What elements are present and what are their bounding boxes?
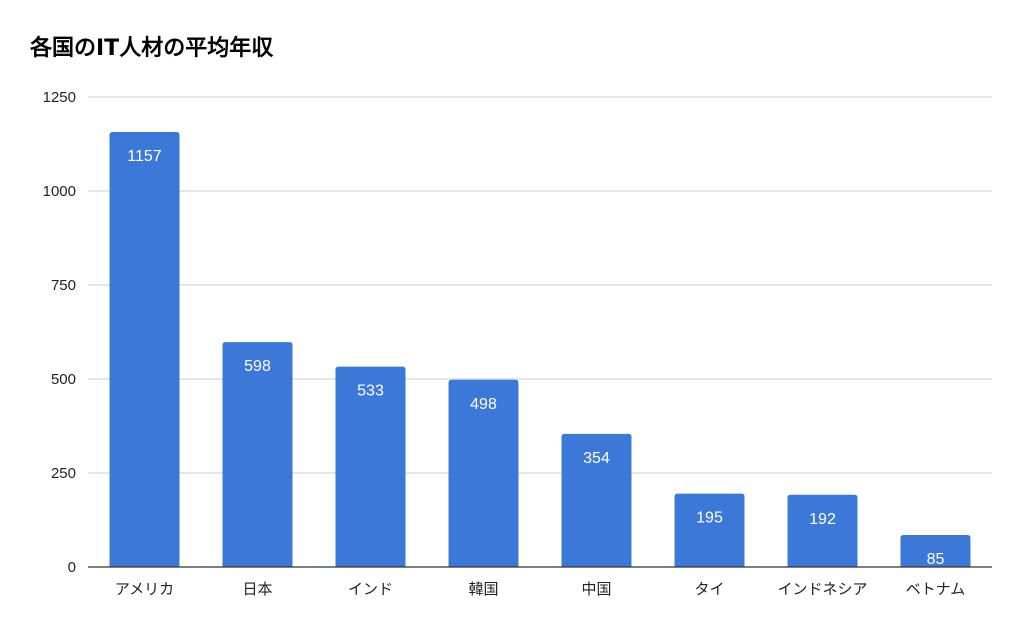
y-tick-label: 250: [51, 465, 76, 482]
y-tick-label: 1250: [43, 89, 76, 106]
x-category-label: 中国: [581, 580, 611, 598]
bar-1: [109, 131, 180, 567]
x-category-label: タイ: [694, 580, 724, 598]
y-tick-label: 1000: [43, 183, 76, 200]
x-category-label: アメリカ: [115, 580, 174, 598]
bar-value-label: 85: [927, 551, 945, 568]
bar-value-label: 354: [583, 450, 610, 467]
bar-7: [787, 494, 858, 567]
bar-2: [222, 342, 293, 567]
y-tick-label: 500: [51, 371, 76, 388]
x-axis-categories: アメリカ 日本 インド 韓国 中国 タイ インドネシア ベトナム: [115, 580, 965, 598]
x-category-label: ベトナム: [906, 580, 966, 598]
x-category-label: 韓国: [468, 580, 498, 598]
bar-value-label: 1157: [127, 148, 162, 165]
bar-6: [674, 493, 745, 567]
x-category-label: インド: [348, 580, 393, 598]
x-category-label: インドネシア: [777, 580, 867, 598]
bar-value-label: 598: [244, 358, 271, 375]
bar-value-label: 192: [809, 511, 836, 528]
y-tick-label: 0: [68, 559, 76, 576]
bar-value-label: 498: [470, 396, 497, 413]
bar-4: [448, 379, 519, 567]
bar-3: [335, 366, 406, 567]
bar-8: [900, 535, 971, 567]
chart-title: 各国のIT人材の平均年収: [30, 36, 274, 61]
bar-5: [561, 433, 632, 567]
bar-value-label: 195: [696, 510, 723, 527]
data-labels: 1157 598 533 498 354 195 192 85: [127, 148, 944, 568]
x-category-label: 日本: [242, 580, 272, 598]
bars: [109, 131, 971, 567]
y-axis-ticks: 0 250 500 750 1000 1250: [43, 89, 76, 576]
y-tick-label: 750: [51, 277, 76, 294]
bar-value-label: 533: [357, 383, 384, 400]
